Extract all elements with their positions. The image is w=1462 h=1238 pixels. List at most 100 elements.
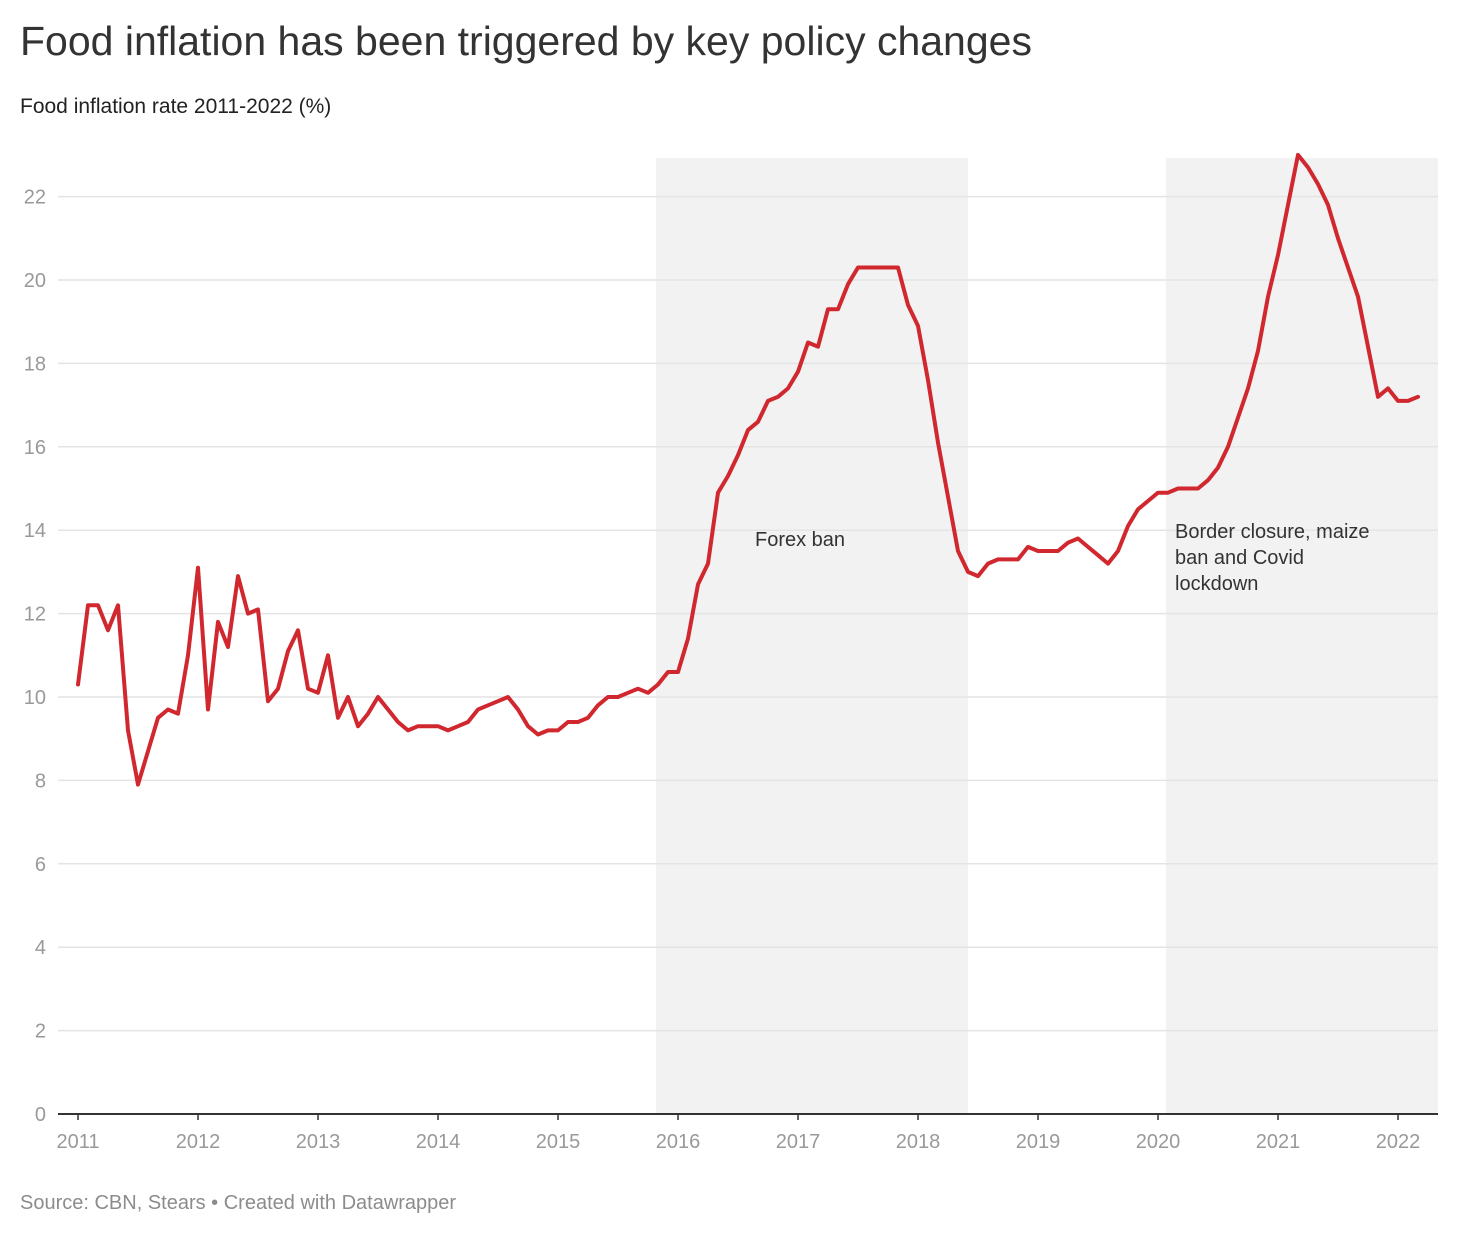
data-point <box>856 265 860 269</box>
data-point <box>596 703 600 707</box>
data-point <box>1076 537 1080 541</box>
gridlines <box>58 195 1438 1115</box>
data-point <box>256 607 260 611</box>
data-point <box>946 495 950 499</box>
data-point <box>176 712 180 716</box>
data-point <box>216 620 220 624</box>
annotations: Forex ban Border closure, maize ban and Co… <box>755 521 1370 595</box>
data-point <box>136 783 140 787</box>
data-point <box>1316 182 1320 186</box>
data-point <box>676 670 680 674</box>
source-footer: Source: CBN, Stears • Created with Dataw… <box>20 1192 457 1214</box>
data-point <box>606 695 610 699</box>
data-point <box>1016 557 1020 561</box>
data-point <box>656 682 660 686</box>
data-point <box>956 549 960 553</box>
data-point <box>696 582 700 586</box>
data-point <box>966 570 970 574</box>
data-point <box>746 428 750 432</box>
annotation-label: Border closure, maize ban and Covid lockdo… <box>1175 521 1370 595</box>
y-axis-ticks: 0 2 4 6 8 10 12 14 16 18 20 22 <box>24 187 46 1126</box>
data-point <box>786 386 790 390</box>
data-point <box>326 653 330 657</box>
data-point <box>366 712 370 716</box>
data-point <box>776 395 780 399</box>
data-point <box>96 603 100 607</box>
data-point <box>556 728 560 732</box>
data-point <box>1206 478 1210 482</box>
x-tick-label: 2016 <box>656 1131 701 1153</box>
data-point <box>806 341 810 345</box>
data-point <box>816 345 820 349</box>
data-point <box>726 474 730 478</box>
data-point <box>296 628 300 632</box>
data-point <box>1416 395 1420 399</box>
data-point <box>496 699 500 703</box>
data-point <box>1096 553 1100 557</box>
data-point <box>1186 487 1190 490</box>
data-point <box>566 720 570 724</box>
data-point <box>1276 253 1280 257</box>
data-point <box>576 720 580 724</box>
data-point <box>896 265 900 269</box>
data-point <box>616 695 620 699</box>
y-tick-label: 8 <box>35 770 46 792</box>
y-tick-label: 0 <box>35 1104 46 1126</box>
data-point <box>766 399 770 403</box>
data-point <box>1086 545 1090 549</box>
x-tick-label: 2011 <box>56 1131 99 1153</box>
data-point <box>276 687 280 691</box>
data-point <box>486 703 490 707</box>
data-point <box>1216 466 1220 470</box>
data-point <box>626 691 630 695</box>
data-point <box>466 720 470 724</box>
data-point <box>436 724 440 728</box>
data-point <box>736 453 740 457</box>
y-tick-label: 6 <box>35 854 46 876</box>
x-tick-label: 2020 <box>1136 1131 1181 1153</box>
data-point <box>526 724 530 728</box>
data-point <box>226 645 230 649</box>
data-point <box>406 728 410 732</box>
data-point <box>76 682 80 686</box>
data-point <box>146 749 150 753</box>
data-point <box>1116 549 1120 553</box>
data-point <box>1296 153 1300 157</box>
data-point <box>316 691 320 695</box>
y-tick-label: 14 <box>24 520 46 542</box>
data-point <box>1196 487 1200 490</box>
data-point <box>386 708 390 712</box>
series-lines <box>76 152 1420 787</box>
data-point <box>846 282 850 286</box>
data-point <box>886 265 890 269</box>
data-point <box>926 378 930 382</box>
data-point <box>1056 549 1060 553</box>
data-point <box>916 324 920 328</box>
x-axis-ticks: 2011 2012 2013 2014 2015 2016 2017 2018 2019 2020… <box>56 1114 1420 1153</box>
data-point <box>1366 345 1370 349</box>
data-point <box>1176 487 1180 490</box>
data-point <box>206 708 210 712</box>
y-tick-label: 18 <box>24 353 46 375</box>
data-point <box>1266 295 1270 299</box>
data-point <box>266 699 270 703</box>
x-tick-label: 2021 <box>1256 1131 1301 1153</box>
annotation-line: lockdown <box>1175 573 1258 595</box>
data-point <box>516 708 520 712</box>
data-point <box>826 307 830 311</box>
y-tick-label: 20 <box>24 270 46 292</box>
data-point <box>1236 416 1240 420</box>
data-point <box>446 728 450 732</box>
data-point <box>936 441 940 445</box>
data-point <box>1046 549 1050 553</box>
data-point <box>396 720 400 724</box>
data-point <box>416 724 420 728</box>
data-point <box>796 370 800 374</box>
x-tick-label: 2019 <box>1016 1131 1061 1153</box>
data-point <box>456 724 460 728</box>
data-point <box>356 724 360 728</box>
data-point <box>166 708 170 712</box>
data-point <box>536 733 540 737</box>
x-tick-label: 2013 <box>296 1131 341 1153</box>
data-point <box>986 562 990 566</box>
